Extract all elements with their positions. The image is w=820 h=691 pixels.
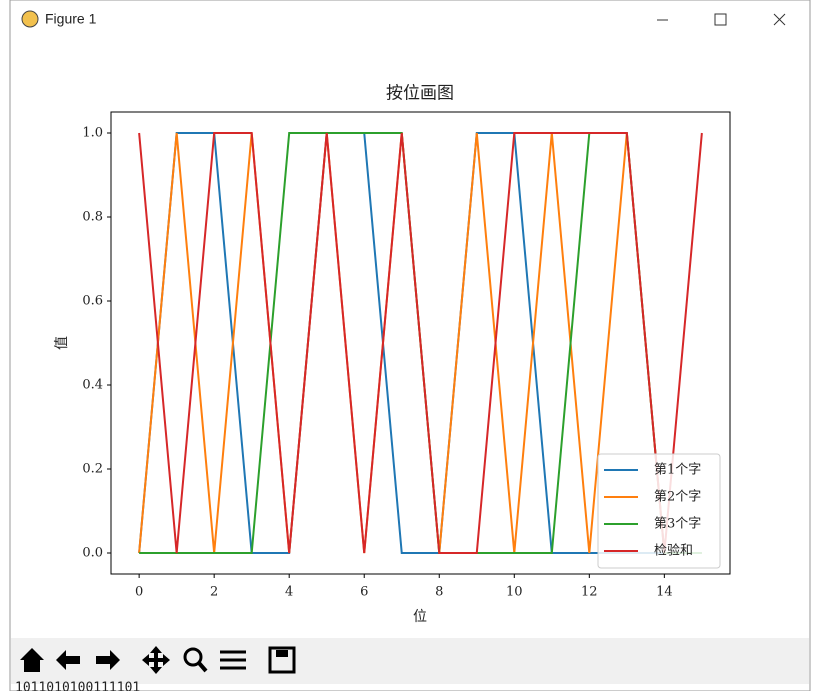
x-tick-label: 10 xyxy=(506,585,523,600)
y-axis-label: 值 xyxy=(54,336,70,350)
legend-label: 第1个字 xyxy=(654,463,701,478)
series-line xyxy=(138,132,703,554)
close-button[interactable] xyxy=(773,13,786,26)
y-tick-label: 1.0 xyxy=(82,126,103,141)
back-button[interactable] xyxy=(56,650,80,670)
y-tick-label: 0.8 xyxy=(82,210,103,225)
maximize-button[interactable] xyxy=(714,13,727,26)
save-button[interactable] xyxy=(268,646,296,674)
chart-title: 按位画图 xyxy=(386,84,454,104)
y-tick-label: 0.6 xyxy=(82,294,103,309)
toolbar xyxy=(11,638,809,684)
x-tick-label: 0 xyxy=(135,585,143,600)
pan-button[interactable] xyxy=(142,646,170,674)
y-tick-label: 0.2 xyxy=(82,462,103,477)
x-tick-label: 12 xyxy=(581,585,598,600)
home-button[interactable] xyxy=(20,648,44,672)
x-tick-label: 6 xyxy=(360,585,368,600)
legend-label: 检验和 xyxy=(654,543,693,559)
legend-label: 第2个字 xyxy=(654,490,701,505)
legend-box xyxy=(597,453,721,569)
x-tick-label: 2 xyxy=(210,585,218,600)
x-tick-label: 14 xyxy=(656,585,673,600)
window-icon xyxy=(21,10,39,28)
toolbar-buttons xyxy=(20,646,296,674)
forward-button[interactable] xyxy=(96,650,120,670)
y-tick-label: 0.4 xyxy=(82,378,103,393)
console-text: 1011010100111101 xyxy=(15,681,140,691)
configure-button[interactable] xyxy=(220,650,246,670)
x-tick-label: 8 xyxy=(435,585,443,600)
window-title: Figure 1 xyxy=(45,11,97,27)
zoom-button[interactable] xyxy=(183,647,208,673)
y-tick-label: 0.0 xyxy=(82,546,103,561)
legend-label: 第3个字 xyxy=(654,517,701,532)
x-tick-label: 4 xyxy=(285,585,293,600)
x-axis-label: 位 xyxy=(413,609,427,625)
